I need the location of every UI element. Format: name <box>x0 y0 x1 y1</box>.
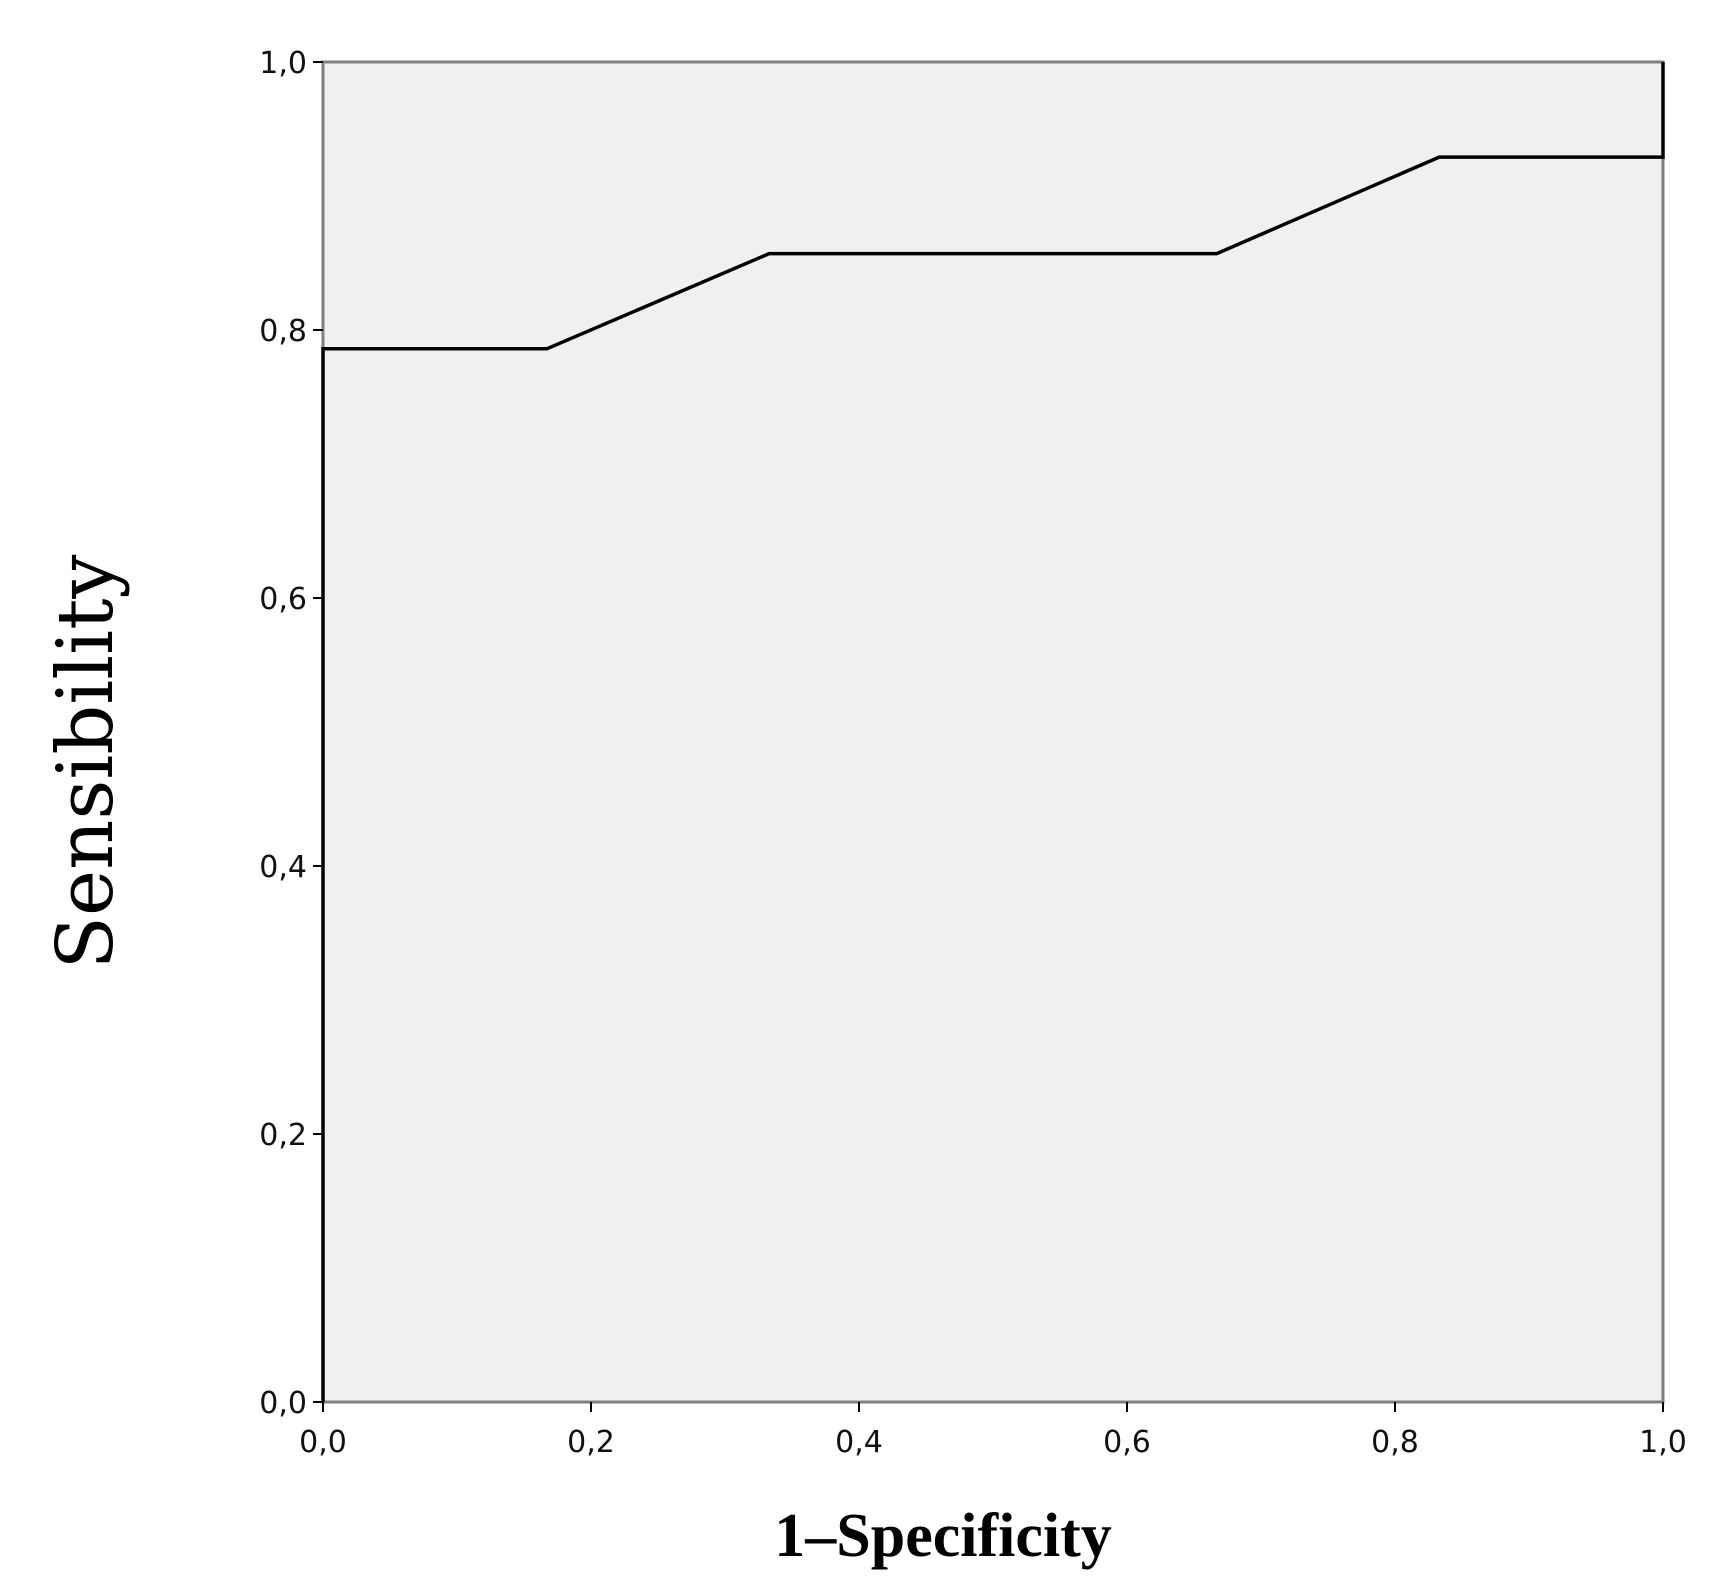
roc-curve-line <box>321 62 1665 1402</box>
x-tick-label: 0,8 <box>1371 1425 1419 1460</box>
x-tick-label: 1,0 <box>1639 1425 1687 1460</box>
x-tick-label: 0,0 <box>299 1425 347 1460</box>
y-tick-label: 0,4 <box>259 850 307 885</box>
x-axis-ticks: 0,0 0,2 0,4 0,6 0,8 1,0 <box>299 1402 1687 1460</box>
x-tick-label: 0,4 <box>835 1425 883 1460</box>
x-tick-label: 0,6 <box>1103 1425 1151 1460</box>
x-tick-label: 0,2 <box>567 1425 615 1460</box>
y-tick-label: 0,0 <box>259 1386 307 1421</box>
y-tick-label: 0,6 <box>259 582 307 617</box>
y-tick-label: 0,8 <box>259 314 307 349</box>
x-axis-title: 1–Specificity <box>774 1502 1112 1570</box>
y-tick-label: 1,0 <box>259 46 307 81</box>
y-tick-label: 0,2 <box>259 1118 307 1153</box>
y-axis-title: Sensibility <box>41 555 131 970</box>
plot-area <box>321 60 1665 1404</box>
y-axis-ticks: 0,0 0,2 0,4 0,6 0,8 1,0 <box>259 46 323 1421</box>
